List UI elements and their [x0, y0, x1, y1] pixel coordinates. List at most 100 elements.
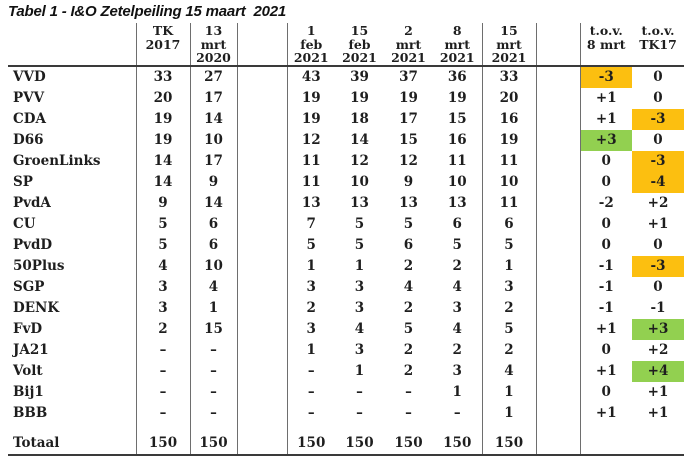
cell-tk2017: 2	[136, 318, 191, 340]
cell-1feb2021: 7	[306, 215, 316, 232]
cell-15mrt2021: 150	[482, 423, 537, 455]
table-row: DENK 3 1 2 3 2 3 2 -1 -1	[8, 297, 684, 319]
party-name: PvdA	[8, 192, 137, 214]
cell-1feb2021: 11	[301, 152, 321, 169]
cell-15feb2021: 5	[354, 236, 365, 253]
cell-2mrt2021: 37	[399, 68, 418, 85]
cell-tov-tk17: -3	[632, 108, 684, 130]
table-row: 50Plus 4 10 1 1 2 2 1 -1 -3	[8, 255, 684, 277]
cell-tov-8mrt: +3	[580, 129, 632, 151]
cell-15feb2021: 3	[354, 299, 365, 316]
party-name: PvdD	[8, 234, 137, 256]
cell-15mrt2021: 33	[482, 65, 537, 88]
cell-1feb2021: 13	[301, 194, 321, 211]
spacer-cell	[536, 360, 581, 382]
cell-8mrt2021: 5	[433, 234, 483, 256]
spacer-cell	[237, 213, 288, 235]
cell-13mrt2020: –	[190, 381, 238, 403]
cell-8mrt2021: 150	[433, 423, 483, 455]
column-header-tov_tk17: t.o.v. TK17	[639, 23, 677, 52]
cell-13mrt2020: 9	[190, 171, 238, 193]
spacer-cell	[237, 255, 288, 277]
cell-tov-tk17: +3	[632, 318, 684, 340]
cell-2mrt2021: 2	[403, 341, 414, 358]
spacer-cell	[237, 360, 288, 382]
header-row: TK 2017 13 mrt 2020 1 feb 2021 15 feb 2021 2…	[8, 23, 684, 66]
spacer-cell	[536, 87, 581, 109]
cell-tov-tk17: 0	[653, 68, 663, 85]
spacer-cell	[536, 255, 581, 277]
column-header-tk2017: TK 2017	[136, 23, 191, 66]
cell-8mrt2021: 3	[433, 297, 483, 319]
cell-1feb2021: 2	[306, 299, 316, 316]
cell-tk2017: 9	[136, 192, 191, 214]
cell-13mrt2020: 1	[190, 297, 238, 319]
spacer-cell	[237, 297, 288, 319]
cell-2mrt2021: 9	[403, 173, 414, 190]
cell-8mrt2021: 11	[433, 150, 483, 172]
table-title: Tabel 1 - I&O Zetelpeiling 15 maart 2021	[8, 3, 287, 20]
party-name: GroenLinks	[8, 150, 137, 172]
spacer-cell	[237, 129, 288, 151]
cell-8mrt2021: 1	[433, 381, 483, 403]
cell-8mrt2021: 15	[433, 108, 483, 130]
cell-15feb2021: 1	[354, 257, 365, 274]
spacer-cell	[237, 339, 288, 361]
party-name: CU	[8, 213, 137, 235]
table-row: BBB – – – – – –1 +1 +1	[8, 402, 684, 424]
total-row: Totaal 150 150 150 150 150 150 150	[8, 423, 684, 455]
column-header-mrt15_2021: 15 mrt 2021	[482, 23, 537, 66]
cell-tov-8mrt: 0	[601, 341, 611, 358]
spacer-cell	[536, 318, 581, 340]
cell-13mrt2020: –	[190, 360, 238, 382]
cell-tk2017: 5	[136, 213, 191, 235]
cell-1feb2021: 150	[297, 434, 326, 451]
party-name: BBB	[8, 402, 137, 424]
table-row: D66 19 10 12 14 15 16 19 +3 0	[8, 129, 684, 151]
party-name: D66	[8, 129, 137, 151]
cell-tov-tk17: 0	[653, 236, 663, 253]
column-header-tov_8mrt: t.o.v. 8 mrt	[586, 23, 626, 52]
cell-tk2017: 14	[136, 150, 191, 172]
spacer-cell	[237, 276, 288, 298]
spacer-cell	[237, 234, 288, 256]
cell-15feb2021: 13	[350, 194, 369, 211]
spacer-cell	[237, 150, 288, 172]
cell-15mrt2021: 2	[482, 297, 537, 319]
cell-1feb2021: 5	[306, 236, 316, 253]
spacer-cell	[237, 402, 288, 424]
cell-tov-tk17	[632, 424, 684, 455]
cell-1feb2021: 3	[306, 320, 316, 337]
cell-tk2017: 4	[136, 255, 191, 277]
cell-tov-8mrt: 0	[601, 152, 611, 169]
cell-15feb2021: 39	[350, 68, 369, 85]
spacer-cell	[237, 192, 288, 214]
cell-13mrt2020: 6	[190, 234, 238, 256]
cell-13mrt2020: –	[190, 402, 238, 424]
cell-15mrt2021: 20	[482, 87, 537, 109]
cell-8mrt2021: 2	[433, 339, 483, 361]
cell-2mrt2021: 17	[399, 110, 418, 127]
cell-2mrt2021: 4	[403, 278, 414, 295]
party-name: PVV	[8, 87, 137, 109]
cell-15mrt2021: 6	[482, 213, 537, 235]
cell-15feb2021: 1	[354, 362, 365, 379]
party-name: SGP	[8, 276, 137, 298]
party-name: JA21	[8, 339, 137, 361]
table-row: SP 14 9 11 10 9 10 10 0 -4	[8, 171, 684, 193]
cell-1feb2021: 43	[301, 68, 321, 85]
cell-tov-tk17: -3	[632, 150, 684, 172]
cell-13mrt2020: 17	[190, 150, 238, 172]
cell-13mrt2020: –	[190, 339, 238, 361]
column-header-feb15_2021: 15 feb 2021	[342, 23, 377, 65]
cell-1feb2021: 11	[301, 173, 321, 190]
column-header-mrt2_2021: 2 mrt 2021	[391, 23, 426, 65]
cell-15mrt2021: 11	[482, 150, 537, 172]
table-row: Bij1– – – – –1 1 0 +1	[8, 381, 684, 403]
table-row: GroenLinks 14 17 11 12 12 11 11 0 -3	[8, 150, 684, 172]
party-name: FvD	[8, 318, 137, 340]
table-header: TK 2017 13 mrt 2020 1 feb 2021 15 feb 2021 2…	[8, 23, 684, 66]
cell-1feb2021: –	[307, 362, 315, 379]
cell-15mrt2021: 3	[482, 276, 537, 298]
